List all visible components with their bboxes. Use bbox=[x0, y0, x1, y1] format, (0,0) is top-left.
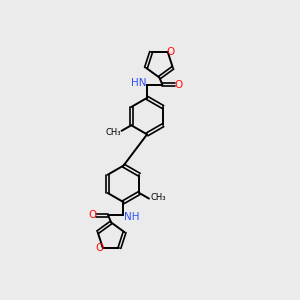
Text: CH₃: CH₃ bbox=[150, 193, 166, 202]
Text: HN: HN bbox=[131, 78, 147, 88]
Text: NH: NH bbox=[124, 212, 140, 222]
Text: O: O bbox=[88, 210, 96, 220]
Text: CH₃: CH₃ bbox=[105, 128, 121, 137]
Text: O: O bbox=[96, 243, 104, 253]
Text: O: O bbox=[174, 80, 182, 90]
Text: O: O bbox=[167, 47, 175, 57]
